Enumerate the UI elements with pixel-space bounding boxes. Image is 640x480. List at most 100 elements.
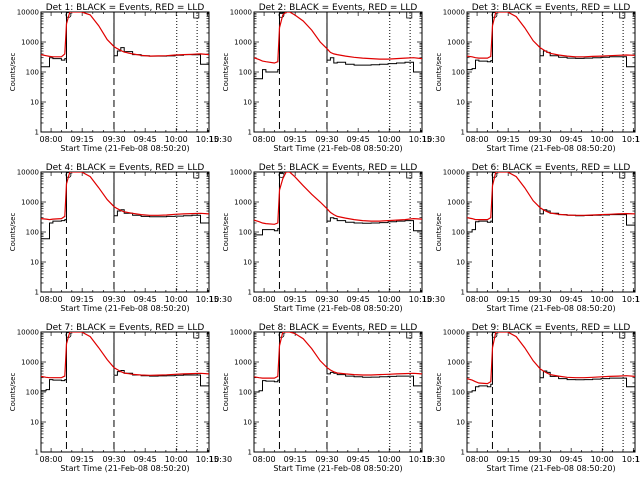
- x-tick-label: 09:30: [529, 295, 552, 304]
- y-tick-label: 1: [461, 449, 465, 457]
- x-tick-label: 10:30: [422, 455, 445, 464]
- y-axis-label: Counts/sec: [9, 373, 17, 412]
- x-tick-label: 09:30: [103, 455, 126, 464]
- y-tick-label: 10: [243, 259, 252, 267]
- x-tick-label: 09:45: [134, 455, 157, 464]
- series-lld-line: [41, 12, 209, 58]
- x-tick-label: 09:30: [103, 295, 126, 304]
- x-axis-label: Start Time (21-Feb-08 08:50:20): [273, 304, 402, 313]
- y-axis-label: Counts/sec: [9, 213, 17, 252]
- detector-panel-7: Det 7: BLACK = Events, RED = LLD 1 10 100 10…: [9, 323, 232, 473]
- attenuator-state-marker: [619, 12, 626, 19]
- x-tick-label: 10:00: [165, 135, 188, 144]
- attenuator-circle-marker: [278, 172, 285, 178]
- x-axis-label: Start Time (21-Feb-08 08:50:20): [273, 144, 402, 153]
- series-events-line: [254, 12, 422, 80]
- x-tick-label: 09:45: [134, 135, 157, 144]
- x-tick-label: 09:30: [316, 295, 339, 304]
- x-axis-label: Start Time (21-Feb-08 08:50:20): [60, 464, 189, 473]
- x-tick-label: 10:30: [209, 135, 232, 144]
- y-tick-label: 1000: [447, 199, 465, 207]
- panel-title: Det 8: BLACK = Events, RED = LLD: [259, 323, 418, 333]
- x-axis-label: Start Time (21-Feb-08 08:50:20): [60, 304, 189, 313]
- panel-title: Det 2: BLACK = Events, RED = LLD: [259, 3, 418, 13]
- y-tick-label: 10000: [230, 169, 252, 177]
- series-events-line: [254, 172, 422, 236]
- series-events-line: [41, 332, 209, 392]
- y-tick-label: 1000: [21, 359, 39, 367]
- series-lld-line: [41, 172, 209, 221]
- y-tick-label: 10: [243, 419, 252, 427]
- y-tick-label: 10000: [17, 9, 39, 17]
- x-tick-label: 10:15: [409, 135, 432, 144]
- x-tick-label: 09:15: [497, 295, 520, 304]
- attenuator-state-marker: [193, 172, 200, 179]
- x-tick-label: 09:45: [560, 455, 583, 464]
- x-tick-label: 09:15: [497, 135, 520, 144]
- x-tick-label: 09:30: [316, 135, 339, 144]
- y-tick-label: 1: [35, 449, 39, 457]
- panel-title: Det 9: BLACK = Events, RED = LLD: [472, 323, 631, 333]
- x-axis-label: Start Time (21-Feb-08 08:50:20): [486, 304, 615, 313]
- y-tick-label: 100: [239, 69, 252, 77]
- x-tick-label: 10:00: [378, 295, 401, 304]
- x-tick-label: 08:00: [40, 455, 63, 464]
- x-tick-label: 09:45: [560, 135, 583, 144]
- x-tick-label: 10:00: [591, 295, 614, 304]
- x-tick-label: 08:00: [466, 135, 489, 144]
- series-events-line: [41, 172, 209, 240]
- detector-panel-2: Det 2: BLACK = Events, RED = LLD 1 10 100 10…: [222, 3, 445, 153]
- x-tick-label: 09:45: [347, 455, 370, 464]
- y-tick-label: 100: [26, 229, 39, 237]
- series-events-line: [254, 332, 422, 393]
- x-tick-label: 10:30: [422, 135, 445, 144]
- series-lld-line: [467, 332, 635, 385]
- x-tick-label: 09:30: [103, 135, 126, 144]
- y-tick-label: 10000: [443, 329, 465, 337]
- detector-panel-1: Det 1: BLACK = Events, RED = LLD 1 10 100 10…: [9, 3, 232, 153]
- x-tick-label: 10:30: [209, 295, 232, 304]
- y-tick-label: 10000: [230, 329, 252, 337]
- x-tick-label: 10:30: [635, 455, 640, 464]
- y-tick-label: 1: [35, 289, 39, 297]
- y-tick-label: 100: [452, 69, 465, 77]
- y-tick-label: 1: [35, 129, 39, 137]
- panel-title: Det 3: BLACK = Events, RED = LLD: [472, 3, 631, 13]
- y-tick-label: 1000: [21, 199, 39, 207]
- y-tick-label: 10000: [443, 9, 465, 17]
- x-tick-label: 10:00: [591, 135, 614, 144]
- y-axis-label: Counts/sec: [435, 373, 443, 412]
- x-tick-label: 10:15: [409, 455, 432, 464]
- y-tick-label: 100: [26, 69, 39, 77]
- y-tick-label: 1000: [234, 359, 252, 367]
- y-tick-label: 1000: [447, 39, 465, 47]
- x-tick-label: 09:15: [284, 135, 307, 144]
- y-tick-label: 1000: [234, 199, 252, 207]
- x-tick-label: 08:00: [253, 455, 276, 464]
- x-tick-label: 10:00: [591, 455, 614, 464]
- y-tick-label: 10: [30, 259, 39, 267]
- series-lld-line: [254, 172, 422, 225]
- x-tick-label: 09:45: [560, 295, 583, 304]
- x-tick-label: 09:45: [347, 295, 370, 304]
- series-lld-line: [467, 172, 635, 221]
- series-events-line: [467, 12, 635, 71]
- x-tick-label: 09:15: [284, 455, 307, 464]
- x-tick-label: 10:15: [622, 455, 640, 464]
- x-tick-label: 10:15: [196, 455, 219, 464]
- series-lld-line: [254, 12, 422, 64]
- x-tick-label: 08:00: [253, 135, 276, 144]
- y-tick-label: 1: [461, 129, 465, 137]
- y-tick-label: 100: [452, 229, 465, 237]
- series-lld-line: [41, 332, 209, 379]
- y-tick-label: 10: [456, 419, 465, 427]
- x-axis-label: Start Time (21-Feb-08 08:50:20): [486, 464, 615, 473]
- x-tick-label: 09:15: [284, 295, 307, 304]
- x-tick-label: 10:30: [422, 295, 445, 304]
- detector-panel-8: Det 8: BLACK = Events, RED = LLD 1 10 100 10…: [222, 323, 445, 473]
- y-axis-label: Counts/sec: [435, 53, 443, 92]
- x-tick-label: 09:30: [529, 135, 552, 144]
- x-tick-label: 09:45: [347, 135, 370, 144]
- detector-panel-4: Det 4: BLACK = Events, RED = LLD 1 10 100 10…: [9, 163, 232, 313]
- panel-title: Det 7: BLACK = Events, RED = LLD: [46, 323, 205, 333]
